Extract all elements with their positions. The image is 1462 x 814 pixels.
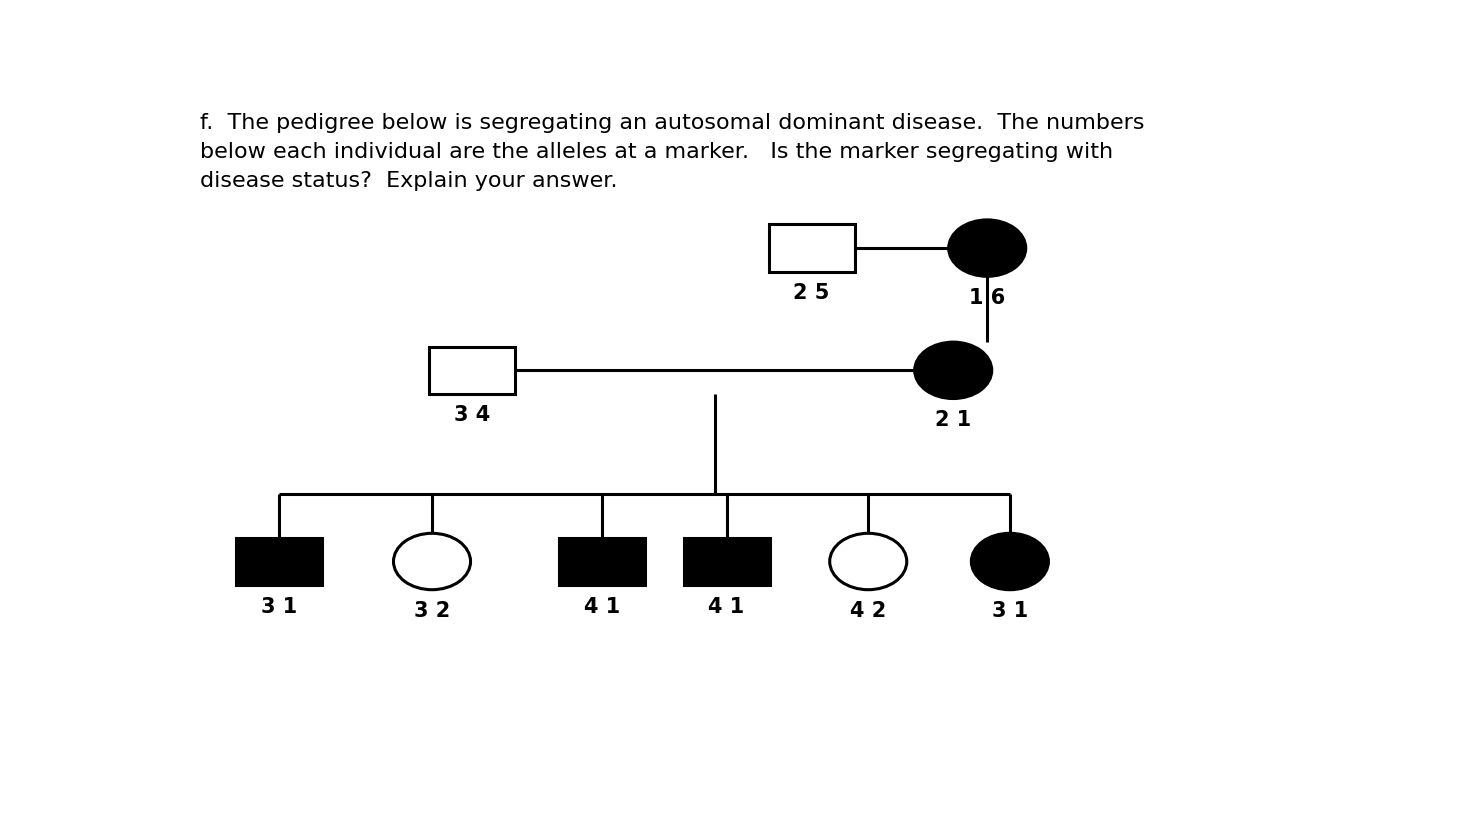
Bar <box>769 225 855 272</box>
Text: 2 5: 2 5 <box>794 283 830 303</box>
Ellipse shape <box>830 533 906 589</box>
Text: 3 2: 3 2 <box>414 601 450 621</box>
Text: 3 1: 3 1 <box>260 597 297 616</box>
Bar <box>428 347 515 394</box>
Text: 1 6: 1 6 <box>969 287 1006 308</box>
Text: 3 4: 3 4 <box>453 405 490 426</box>
Ellipse shape <box>393 533 471 589</box>
Bar <box>684 538 769 585</box>
Bar <box>558 538 645 585</box>
Text: 3 1: 3 1 <box>991 601 1028 621</box>
Ellipse shape <box>971 533 1048 589</box>
Ellipse shape <box>949 220 1026 276</box>
Text: 4 1: 4 1 <box>583 597 620 616</box>
Text: 4 1: 4 1 <box>709 597 744 616</box>
Text: f.  The pedigree below is segregating an autosomal dominant disease.  The number: f. The pedigree below is segregating an … <box>200 113 1145 191</box>
Ellipse shape <box>915 342 991 399</box>
Bar <box>235 538 322 585</box>
Text: 4 2: 4 2 <box>849 601 886 621</box>
Text: 2 1: 2 1 <box>936 409 971 430</box>
